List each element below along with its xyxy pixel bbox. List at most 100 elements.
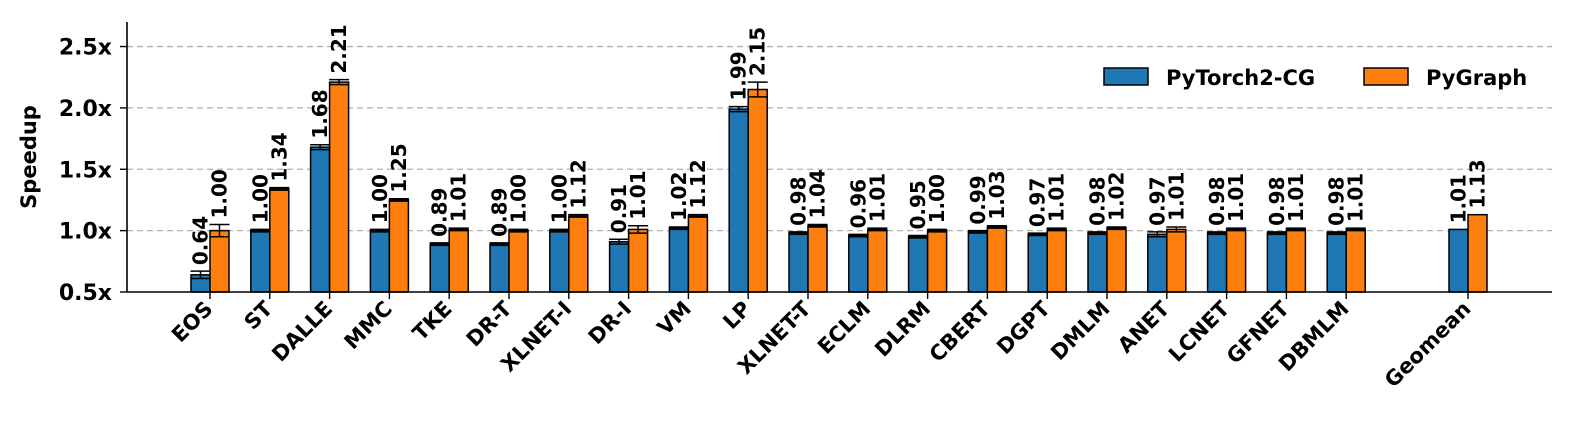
legend-swatch bbox=[1363, 67, 1409, 86]
bar-pytorch2-cg bbox=[1087, 232, 1108, 293]
bar-pygraph bbox=[388, 199, 410, 293]
data-label: 1.00 bbox=[925, 174, 949, 223]
data-label: 0.95 bbox=[906, 180, 930, 229]
bar-pytorch2-cg bbox=[1448, 228, 1469, 293]
data-label: 1.25 bbox=[387, 143, 411, 192]
bar-pygraph bbox=[508, 229, 529, 293]
bar-pytorch2-cg bbox=[728, 108, 749, 293]
bar-pygraph bbox=[1225, 228, 1247, 293]
data-label: 0.89 bbox=[428, 188, 452, 237]
bar-pytorch2-cg bbox=[429, 243, 450, 293]
error-bars bbox=[190, 78, 1366, 280]
axes bbox=[126, 22, 1552, 293]
x-tick-label: MMC bbox=[340, 297, 397, 354]
bar-pytorch2-cg bbox=[1147, 233, 1168, 293]
data-label: 1.00 bbox=[547, 174, 571, 223]
bar-pygraph bbox=[1285, 228, 1307, 293]
bar-pygraph bbox=[1345, 228, 1366, 293]
bar-pygraph bbox=[867, 228, 888, 293]
data-label: 0.64 bbox=[189, 216, 213, 265]
bar-pygraph bbox=[986, 226, 1008, 293]
bar-pygraph bbox=[627, 228, 649, 293]
data-label: 0.97 bbox=[1026, 178, 1050, 227]
data-label: 1.01 bbox=[1164, 172, 1188, 221]
y-tick-label: 2.5x bbox=[59, 36, 112, 61]
data-labels: 0.641.001.681.00 0.89 0.89 1.00 0.91 1.021.99… bbox=[189, 24, 1490, 265]
data-label: 1.99 bbox=[727, 51, 751, 100]
bar-pytorch2-cg bbox=[668, 227, 690, 293]
data-label: 0.96 bbox=[846, 179, 870, 228]
y-tick-label: 2.0x bbox=[59, 97, 112, 122]
x-tick-label: LCNET bbox=[1164, 296, 1235, 367]
bar-pytorch2-cg bbox=[907, 236, 929, 293]
data-label: 1.00 bbox=[507, 174, 531, 223]
bar-pytorch2-cg bbox=[848, 234, 869, 293]
data-label: 1.01 bbox=[1224, 173, 1248, 222]
y-ticks: 0.5x 1.0x 1.5x 2.0x 2.5x bbox=[59, 36, 127, 306]
bar-pygraph bbox=[1166, 228, 1187, 293]
y-tick-label: 1.0x bbox=[59, 220, 112, 245]
bar-pygraph bbox=[1467, 213, 1488, 293]
x-tick-label: CBERT bbox=[925, 296, 996, 367]
x-tick-label: VM bbox=[653, 297, 696, 340]
data-label: 1.01 bbox=[447, 173, 471, 222]
bar-pygraph bbox=[328, 81, 350, 293]
x-tick-label: DMLM bbox=[1046, 297, 1114, 365]
data-label: 0.97 bbox=[1145, 177, 1169, 226]
legend-swatch bbox=[1103, 67, 1149, 86]
bar-pygraph bbox=[1046, 228, 1067, 293]
bars bbox=[190, 81, 1488, 293]
x-tick-label: DGPT bbox=[992, 296, 1055, 359]
data-label: 1.01 bbox=[865, 173, 889, 222]
bar-pygraph bbox=[687, 215, 709, 293]
x-tick-label: DALLE bbox=[267, 297, 337, 367]
bar-pytorch2-cg bbox=[608, 240, 630, 293]
data-label: 0.99 bbox=[966, 175, 990, 224]
bar-pytorch2-cg bbox=[1326, 232, 1347, 293]
data-label: 2.21 bbox=[327, 24, 351, 73]
legend-label: PyTorch2-CG bbox=[1166, 66, 1315, 90]
data-label: 1.12 bbox=[566, 159, 590, 208]
bar-pytorch2-cg bbox=[369, 229, 391, 293]
data-label: 0.98 bbox=[1325, 177, 1349, 226]
data-label: 1.68 bbox=[308, 89, 332, 138]
data-label: 1.00 bbox=[248, 174, 272, 223]
data-label: 2.15 bbox=[746, 27, 770, 76]
data-label: 0.98 bbox=[1265, 177, 1289, 226]
grid-lines bbox=[127, 45, 1552, 232]
data-label: 1.03 bbox=[985, 170, 1009, 219]
bar-pytorch2-cg bbox=[967, 231, 989, 293]
bar-pygraph bbox=[568, 215, 589, 293]
data-label: 0.98 bbox=[1205, 177, 1229, 226]
bar-pytorch2-cg bbox=[1206, 232, 1228, 293]
bar-pytorch2-cg bbox=[489, 243, 510, 293]
data-label: 1.02 bbox=[1105, 172, 1129, 221]
y-tick-label: 0.5x bbox=[59, 281, 112, 306]
data-label: 1.04 bbox=[806, 169, 830, 218]
bar-pytorch2-cg bbox=[309, 146, 331, 293]
x-tick-label: Geomean bbox=[1380, 297, 1476, 393]
data-label: 0.98 bbox=[787, 177, 811, 226]
data-label: 1.01 bbox=[1344, 173, 1368, 222]
bar-pygraph bbox=[269, 188, 290, 293]
bar-pytorch2-cg bbox=[250, 229, 271, 293]
x-tick-label: EOS bbox=[167, 297, 217, 347]
bar-pygraph bbox=[926, 229, 948, 293]
bar-pygraph bbox=[747, 88, 768, 293]
data-label: 1.02 bbox=[667, 172, 691, 221]
data-label: 1.01 bbox=[1284, 173, 1308, 222]
data-label: 0.98 bbox=[1086, 177, 1110, 226]
x-tick-label: ST bbox=[240, 296, 278, 334]
data-label: 0.89 bbox=[488, 188, 512, 237]
x-tick-label: TKE bbox=[408, 297, 457, 346]
x-tick-label: DR-T bbox=[462, 296, 517, 351]
data-label: 1.00 bbox=[208, 169, 232, 218]
data-label: 1.01 bbox=[1447, 174, 1471, 223]
x-tick-label: LP bbox=[718, 297, 755, 334]
bar-pygraph bbox=[807, 224, 828, 293]
y-axis-label: Speedup bbox=[17, 105, 41, 209]
y-tick-label: 1.5x bbox=[59, 158, 112, 183]
data-label: 1.13 bbox=[1466, 159, 1490, 208]
data-label: 1.34 bbox=[267, 132, 291, 181]
